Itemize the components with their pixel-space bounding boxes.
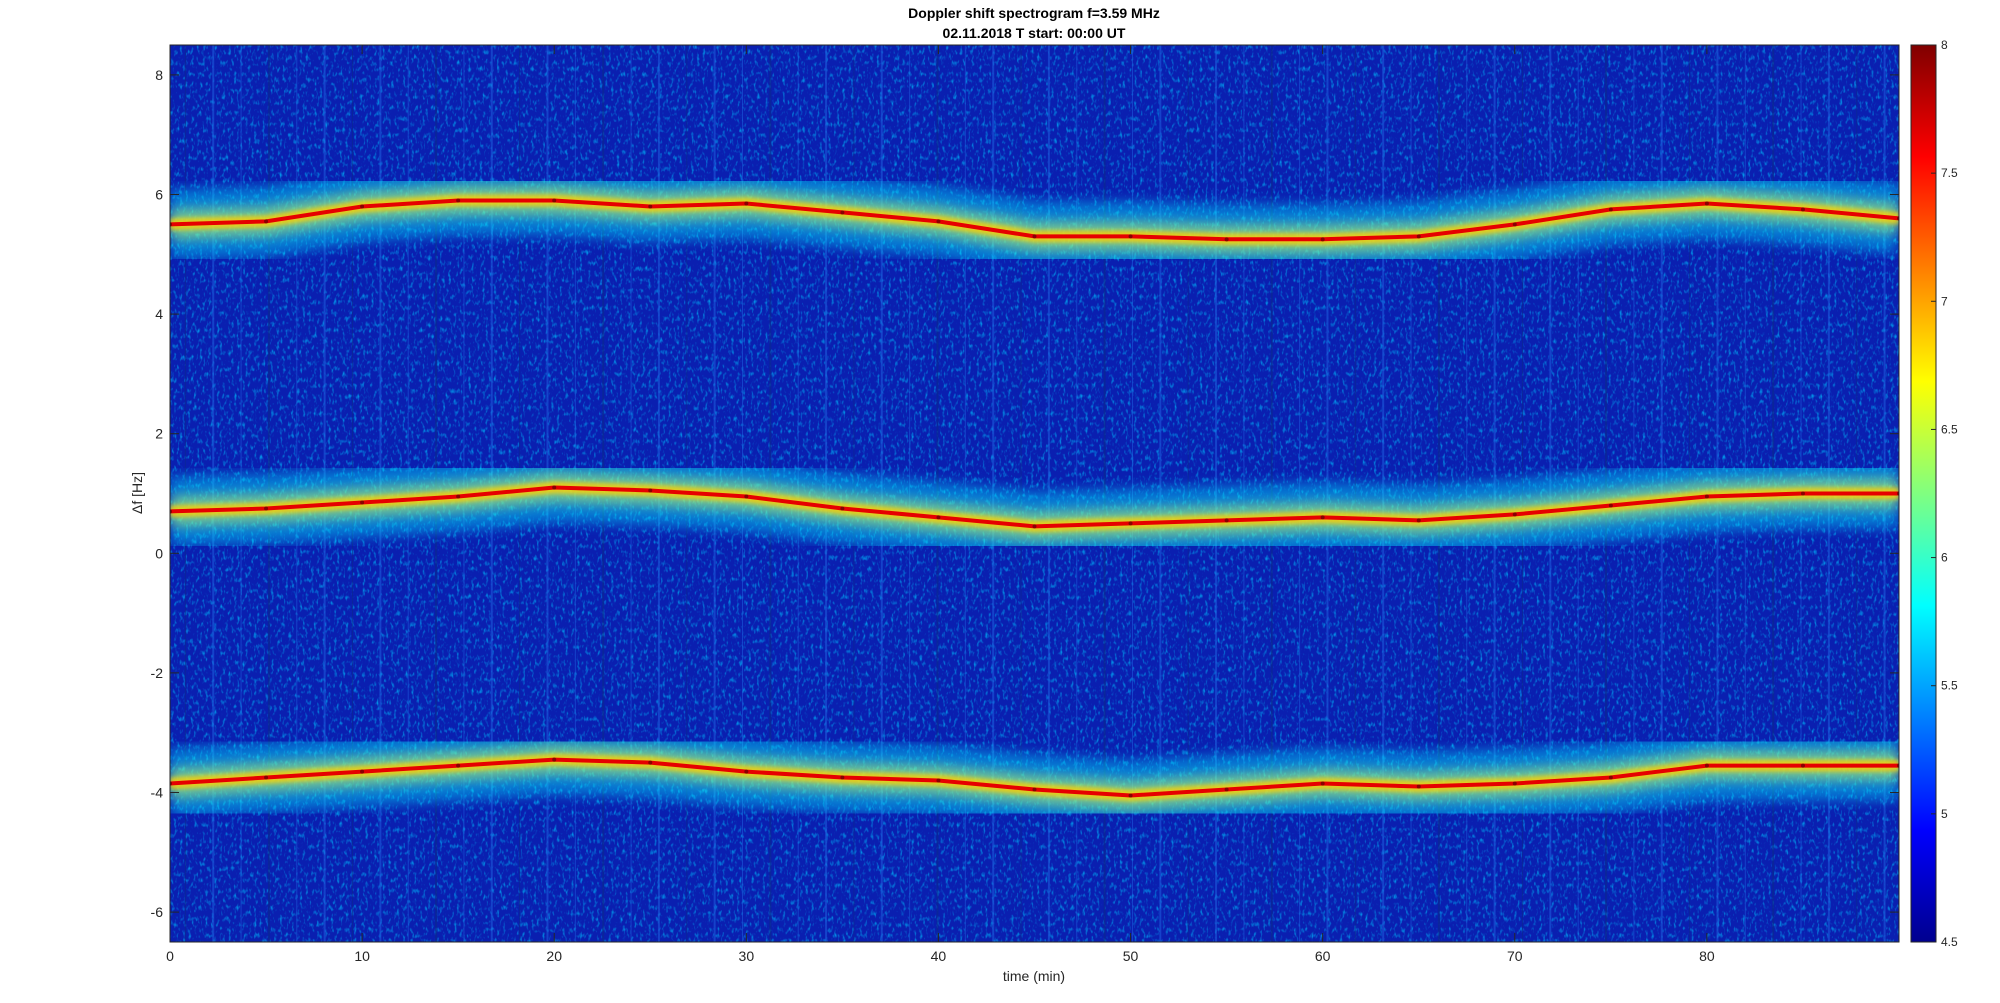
y-tick-label: 0	[155, 545, 163, 561]
band-trace-point	[1800, 207, 1805, 212]
plot-area	[170, 45, 1899, 942]
band-trace-point	[840, 506, 845, 511]
band-trace-point	[1416, 784, 1421, 789]
y-tick-label: 4	[155, 306, 163, 322]
band-trace-point	[1128, 234, 1133, 239]
band-trace-point	[936, 219, 941, 224]
colorbar-tick-label: 6	[1941, 551, 1948, 565]
band-trace-point	[648, 760, 653, 765]
colorbar-tick-label: 5	[1941, 807, 1948, 821]
doppler-bands	[170, 165, 1899, 831]
x-tick-label: 60	[1315, 948, 1331, 964]
band-trace-point	[840, 775, 845, 780]
band-trace-point	[360, 500, 365, 505]
x-tick-label: 30	[739, 948, 755, 964]
colorbar	[1910, 44, 1937, 943]
band-trace-point	[1416, 234, 1421, 239]
band-trace-point	[648, 204, 653, 209]
colorbar-tick-label: 7.5	[1941, 166, 1958, 180]
x-tick-label: 0	[166, 948, 174, 964]
band-trace-point	[1608, 207, 1613, 212]
band-trace-point	[360, 769, 365, 774]
band-trace-point	[1512, 222, 1517, 227]
x-tick-label: 50	[1123, 948, 1139, 964]
band-trace-point	[456, 198, 461, 203]
band-trace-point	[1320, 515, 1325, 520]
band-trace-point	[936, 515, 941, 520]
band-trace-point	[1416, 518, 1421, 523]
band-trace-point	[264, 506, 269, 511]
band-trace-point	[552, 757, 557, 762]
band-trace-point	[1704, 201, 1709, 206]
y-axis-ticks: 8 6 4 2 0 -2 -4 -6	[151, 67, 1899, 920]
band-trace-point	[648, 488, 653, 493]
band-trace-point	[360, 204, 365, 209]
y-tick-label: -6	[151, 904, 164, 920]
band-trace-point	[456, 763, 461, 768]
band-trace-point	[1032, 524, 1037, 529]
x-tick-label: 70	[1507, 948, 1523, 964]
colorbar-tick-label: 7	[1941, 294, 1948, 308]
x-tick-label: 40	[931, 948, 947, 964]
band-trace-point	[552, 485, 557, 490]
x-tick-label: 80	[1699, 948, 1715, 964]
y-tick-label: -2	[151, 665, 164, 681]
colorbar-tick-label: 4.5	[1941, 935, 1958, 949]
band-trace-point	[1800, 763, 1805, 768]
band-trace-point	[936, 778, 941, 783]
band-trace-point	[264, 219, 269, 224]
x-tick-label: 10	[354, 948, 370, 964]
band-trace-point	[744, 769, 749, 774]
band-trace-point	[1032, 234, 1037, 239]
y-tick-label: 8	[155, 67, 163, 83]
band-trace-point	[456, 494, 461, 499]
colorbar-ticks: 8 7.5 7 6.5 6 5.5 5 4.5	[1931, 38, 1958, 949]
band-trace-point	[1128, 521, 1133, 526]
band-trace-point	[1512, 781, 1517, 786]
band-trace-point	[552, 198, 557, 203]
band-trace-point	[744, 201, 749, 206]
y-axis-label: Δf [Hz]	[129, 472, 145, 514]
band-trace-point	[1032, 787, 1037, 792]
band-trace-point	[744, 494, 749, 499]
y-tick-label: -4	[151, 785, 164, 801]
band-trace-point	[1224, 787, 1229, 792]
band-trace-point	[1512, 512, 1517, 517]
band-trace-point	[1704, 494, 1709, 499]
x-tick-label: 20	[546, 948, 562, 964]
band-trace-point	[840, 210, 845, 215]
band-trace-point	[1320, 781, 1325, 786]
chart-title: Doppler shift spectrogram f=3.59 MHz	[908, 5, 1160, 21]
band-trace-point	[1704, 763, 1709, 768]
band-trace-point	[1224, 518, 1229, 523]
colorbar-tick-label: 5.5	[1941, 679, 1958, 693]
x-axis-ticks: 0 10 20 30 40 50 60 70 80	[166, 45, 1715, 964]
plot-frame	[169, 44, 1900, 943]
y-tick-label: 2	[155, 426, 163, 442]
y-tick-label: 6	[155, 187, 163, 203]
x-axis-label: time (min)	[1003, 968, 1065, 984]
band-trace-point	[1224, 237, 1229, 242]
band-trace-point	[264, 775, 269, 780]
band-trace-point	[1800, 491, 1805, 496]
band-trace-point	[1608, 775, 1613, 780]
band-trace-point	[1608, 503, 1613, 508]
colorbar-tick-label: 6.5	[1941, 422, 1958, 436]
band-trace-point	[1128, 793, 1133, 798]
band-trace-point	[1320, 237, 1325, 242]
colorbar-tick-label: 8	[1941, 38, 1948, 52]
chart-subtitle: 02.11.2018 T start: 00:00 UT	[943, 25, 1126, 41]
